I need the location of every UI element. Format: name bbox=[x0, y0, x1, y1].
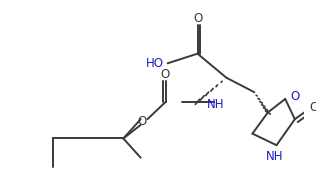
Text: O: O bbox=[137, 115, 146, 128]
Text: O: O bbox=[160, 68, 169, 81]
Text: HO: HO bbox=[146, 57, 164, 70]
Text: O: O bbox=[290, 90, 299, 103]
Text: O: O bbox=[309, 101, 316, 114]
Text: NH: NH bbox=[207, 98, 225, 111]
Text: NH: NH bbox=[266, 150, 283, 163]
Text: O: O bbox=[194, 12, 203, 25]
